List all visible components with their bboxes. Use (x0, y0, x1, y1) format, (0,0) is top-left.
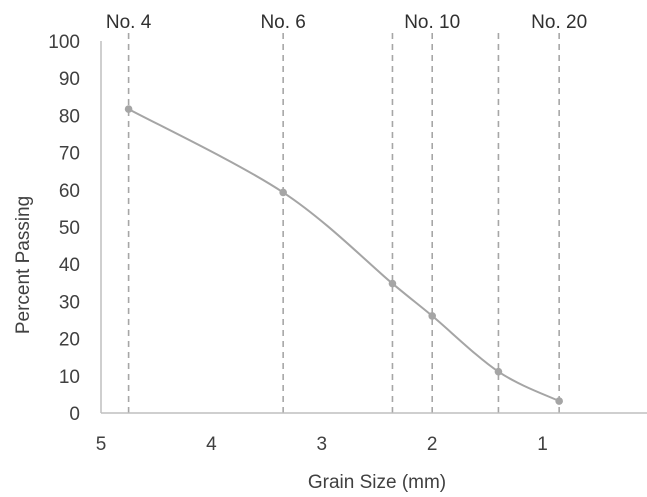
axes (100, 41, 647, 414)
x-tick-label-2: 2 (427, 434, 438, 455)
y-tick-label-30: 30 (59, 292, 80, 313)
y-tick-labels: 0 10 20 30 40 50 60 70 80 90 100 (48, 32, 80, 425)
data-point-2 (388, 279, 397, 288)
x-tick-label-3: 3 (317, 434, 328, 455)
x-tick-label-5: 5 (96, 434, 107, 455)
y-tick-label-100: 100 (48, 32, 80, 53)
sieve-labels: No. 4 No. 6 No. 10 No. 20 (106, 12, 587, 33)
sieve-label-0: No. 4 (106, 12, 152, 33)
series-line-0 (128, 108, 560, 402)
x-axis-title: Grain Size (mm) (308, 472, 446, 493)
sieve-reference-lines (127, 33, 560, 413)
sieve-label-3: No. 10 (404, 12, 460, 33)
y-tick-label-90: 90 (59, 69, 80, 90)
y-tick-label-60: 60 (59, 181, 80, 202)
data-point-0 (124, 105, 133, 113)
x-tick-label-4: 4 (206, 434, 217, 455)
data-point-1 (279, 188, 287, 197)
y-tick-label-0: 0 (69, 404, 80, 425)
sieve-label-1: No. 6 (260, 12, 305, 33)
x-tick-label-1: 1 (537, 434, 548, 455)
y-tick-label-50: 50 (59, 218, 80, 239)
x-tick-labels: 5 4 3 2 1 (96, 434, 548, 455)
y-tick-label-80: 80 (59, 106, 80, 127)
y-axis-title: Percent Passing (13, 196, 34, 334)
data-point-5 (555, 397, 563, 405)
data-point-3 (428, 312, 437, 320)
y-tick-label-10: 10 (59, 367, 80, 388)
data-point-4 (494, 367, 503, 376)
y-tick-label-40: 40 (59, 255, 80, 276)
y-tick-label-20: 20 (59, 330, 80, 351)
sieve-label-5: No. 20 (531, 12, 587, 33)
series-group (124, 105, 563, 405)
y-tick-label-70: 70 (59, 144, 80, 165)
